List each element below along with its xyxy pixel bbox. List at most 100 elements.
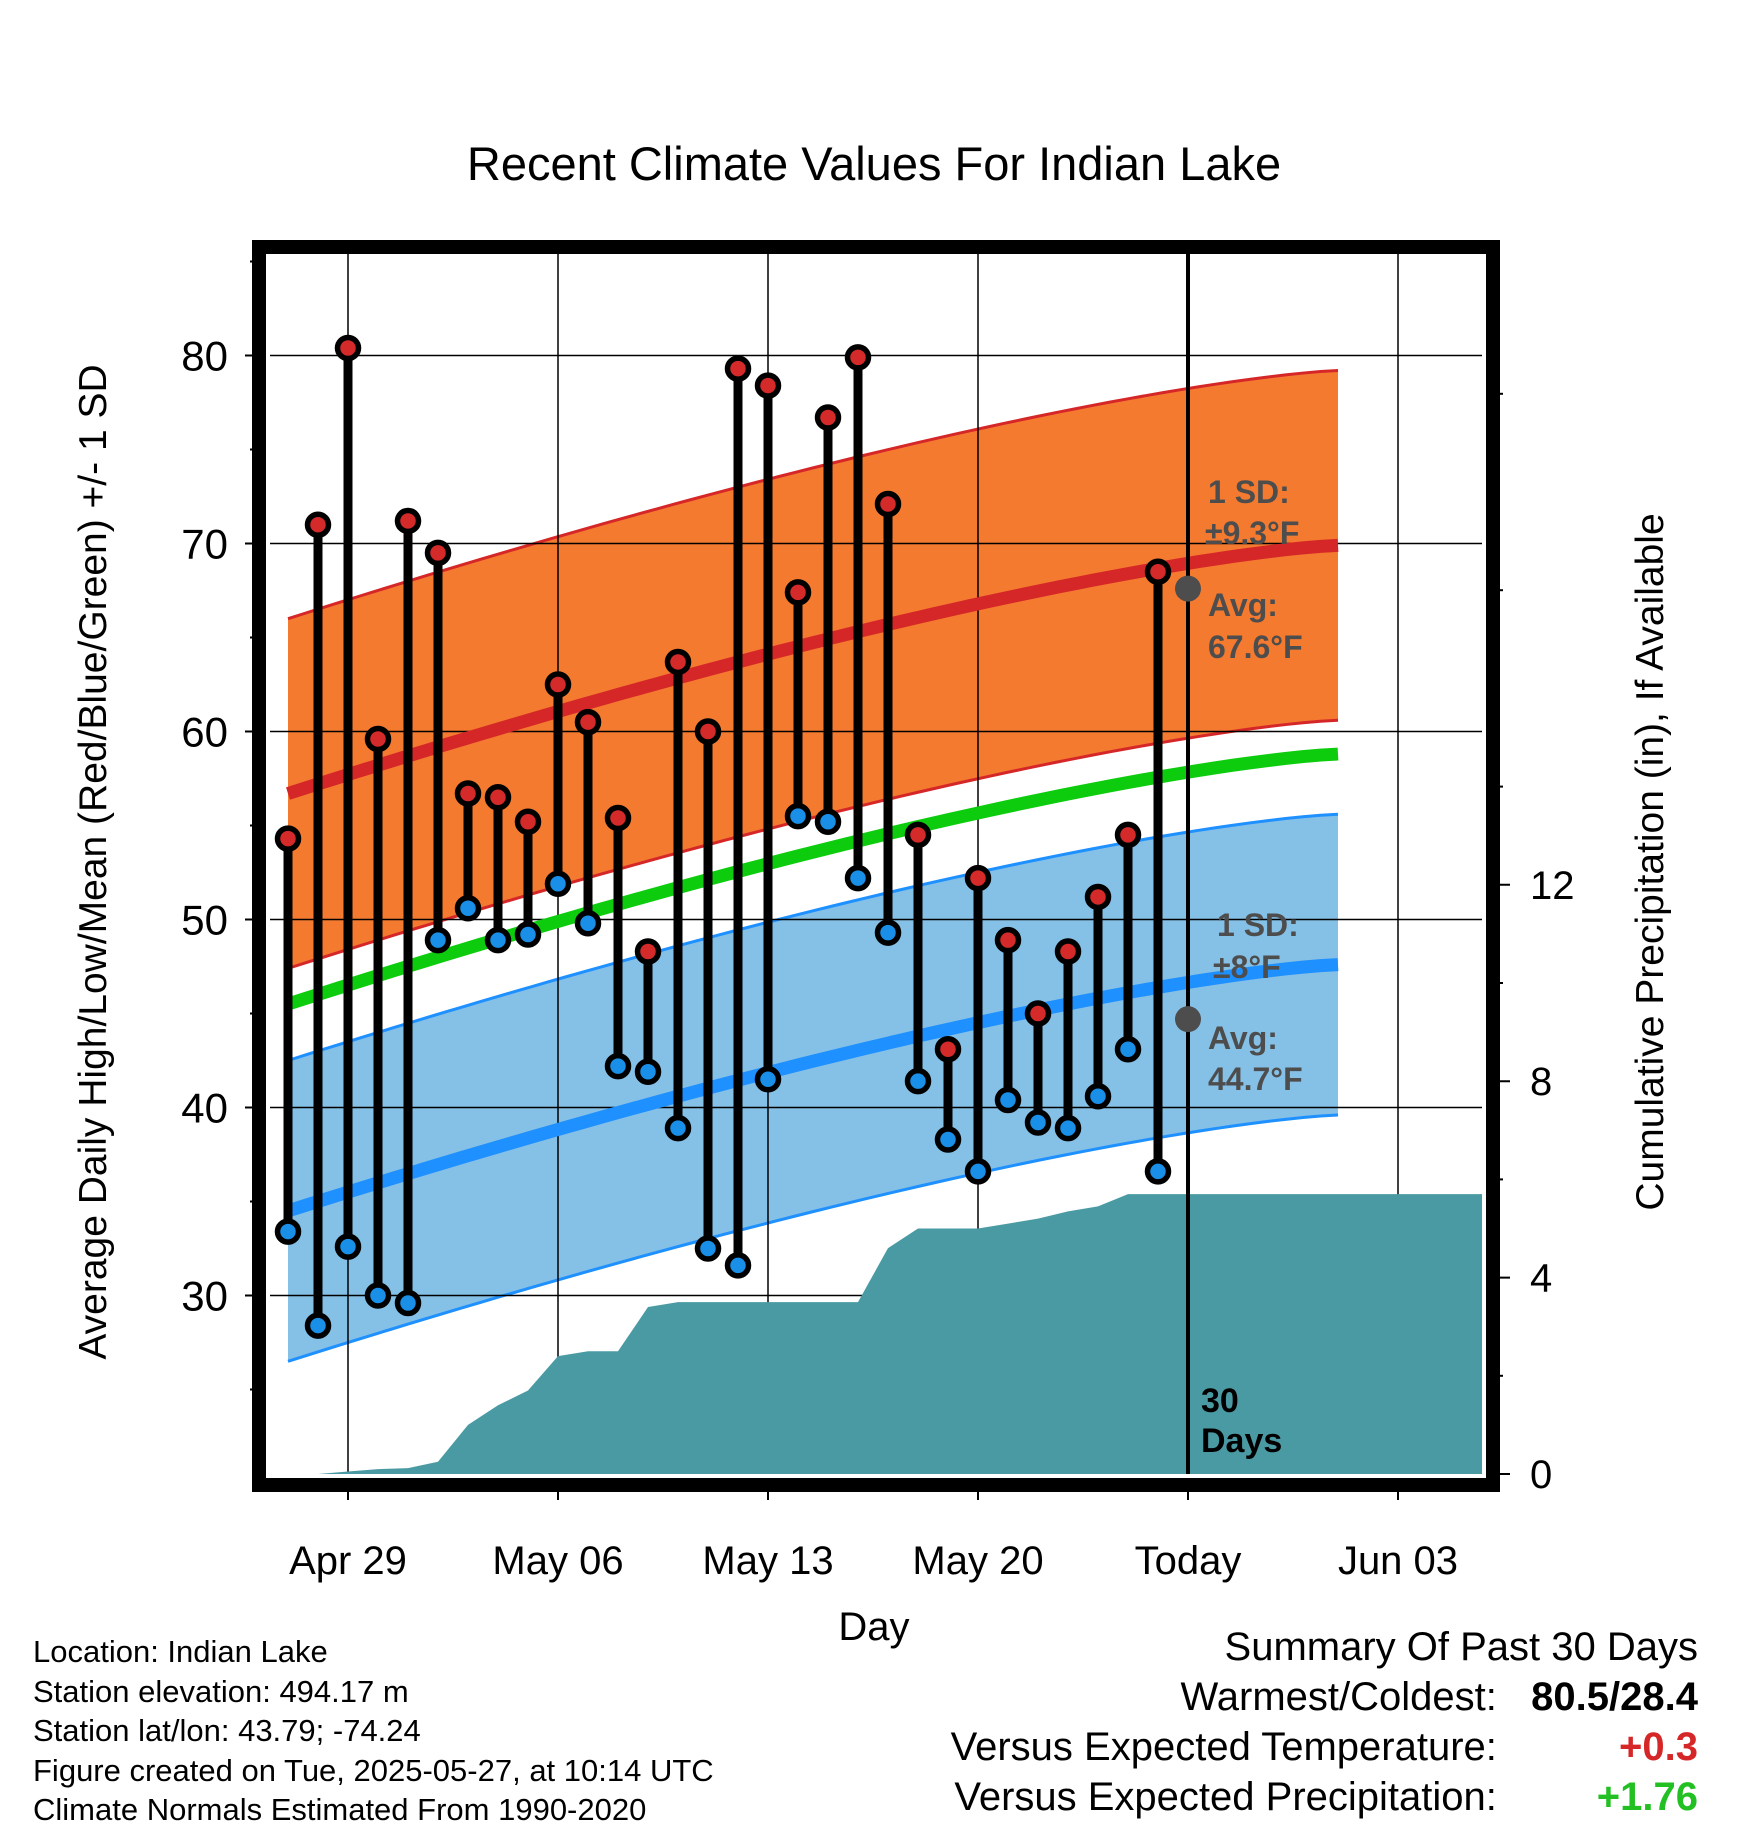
daily-bar-group <box>754 372 782 1093</box>
daily-low-point <box>304 1312 332 1339</box>
daily-low-point <box>1114 1035 1142 1063</box>
daily-low-point <box>964 1158 992 1185</box>
created-text: Figure created on Tue, 2025-05-27, at 10… <box>33 1752 714 1788</box>
daily-high-point <box>934 1035 962 1063</box>
daily-low-point <box>1144 1158 1172 1185</box>
low-avg-value: 44.7°F <box>1208 1061 1303 1097</box>
high-sd-band <box>288 370 1338 969</box>
daily-range-bars <box>274 334 1172 1339</box>
y-tick-label: 80 <box>181 333 228 380</box>
daily-bar-group <box>574 708 602 937</box>
daily-low-point <box>844 864 872 892</box>
y2-tick-label: 0 <box>1530 1453 1552 1497</box>
daily-low-point <box>454 894 482 922</box>
chart-title: Recent Climate Values For Indian Lake <box>467 137 1281 190</box>
daily-low-point <box>334 1233 362 1260</box>
y2-tick-label: 12 <box>1530 864 1575 908</box>
daily-high-point <box>544 671 572 698</box>
summary-warm-cold-row: Warmest/Coldest: 80.5/28.4 <box>951 1672 1699 1722</box>
y-axis-title: Average Daily High/Low/Mean (Red/Blue/Gr… <box>72 364 115 1359</box>
station-metadata: Location: Indian Lake Station elevation:… <box>33 1632 714 1830</box>
x-tick-label: Jun 03 <box>1338 1539 1458 1583</box>
daily-high-point <box>814 404 842 431</box>
y-tick-label: 50 <box>181 897 228 944</box>
today-high-avg-point <box>1175 575 1201 602</box>
high-avg-label: Avg: <box>1208 587 1278 623</box>
daily-bar-group <box>1054 938 1082 1142</box>
daily-low-point <box>934 1126 962 1153</box>
x-tick-label: May 20 <box>912 1539 1043 1583</box>
daily-high-point <box>1024 1000 1052 1027</box>
daily-high-point <box>964 864 992 892</box>
daily-bar-group <box>424 539 452 954</box>
x-axis-title: Day <box>838 1605 909 1649</box>
normal-mean-line <box>286 747 1339 1011</box>
high-sd-value: ±9.3°F <box>1205 515 1299 551</box>
x-tick-label: Apr 29 <box>289 1539 407 1583</box>
temp-label: Versus Expected Temperature: <box>950 1725 1497 1769</box>
low-band-lower-edge <box>287 1113 1339 1363</box>
daily-bar-group <box>874 490 902 946</box>
daily-high-point <box>364 725 392 753</box>
daily-high-point <box>994 926 1022 954</box>
latlon-text: Station lat/lon: 43.79; -74.24 <box>33 1713 421 1748</box>
daily-low-point <box>724 1252 752 1279</box>
daily-low-point <box>784 802 812 830</box>
temp-value: +0.3 <box>1619 1725 1698 1769</box>
today-label-days-word: Days <box>1201 1422 1282 1460</box>
daily-low-point <box>484 926 512 954</box>
daily-high-point <box>694 718 722 745</box>
daily-bar-group <box>544 671 572 898</box>
daily-bar-group <box>904 821 932 1095</box>
precipitation-area <box>288 1194 1482 1474</box>
daily-low-point <box>604 1052 632 1080</box>
elevation-text: Station elevation: 494.17 m <box>33 1673 409 1709</box>
today-low-avg-point <box>1175 1006 1201 1033</box>
daily-bar-group <box>814 404 842 835</box>
y2-axis-title: Cumulative Precipitation (in), If Availa… <box>1629 513 1672 1210</box>
daily-low-point <box>1054 1114 1082 1142</box>
low-band-upper-edge <box>287 812 1339 1062</box>
summary-title: Summary Of Past 30 Days <box>1224 1625 1698 1669</box>
daily-low-point <box>874 919 902 946</box>
low-sd-value: ±8°F <box>1213 949 1281 985</box>
daily-high-point <box>1054 938 1082 965</box>
daily-bar-group <box>724 355 752 1279</box>
y-tick-label: 30 <box>181 1273 228 1320</box>
daily-high-point <box>634 938 662 965</box>
daily-high-point <box>664 648 692 676</box>
daily-bar-group <box>364 725 392 1309</box>
daily-bar-group <box>454 780 482 922</box>
low-sd-label: 1 SD: <box>1217 907 1299 943</box>
daily-high-point <box>424 539 452 567</box>
daily-high-point <box>484 784 512 811</box>
daily-high-point <box>304 511 332 538</box>
daily-high-point <box>844 344 872 371</box>
low-avg-label: Avg: <box>1208 1020 1278 1056</box>
daily-bar-group <box>394 507 422 1317</box>
daily-low-point <box>544 870 572 898</box>
summary-panel: Summary Of Past 30 Days Warmest/Coldest:… <box>951 1622 1698 1822</box>
daily-bar-group <box>274 825 302 1245</box>
y-tick-label: 60 <box>181 709 228 756</box>
daily-low-point <box>814 808 842 835</box>
daily-bar-group <box>844 344 872 892</box>
daily-bar-group <box>994 926 1022 1114</box>
high-band-upper-edge <box>287 369 1339 621</box>
daily-low-point <box>754 1066 782 1093</box>
summary-precip-row: Versus Expected Precipitation: +1.76 <box>951 1772 1698 1822</box>
daily-low-point <box>364 1282 392 1309</box>
normal-low-line <box>286 958 1339 1218</box>
x-tick-label: May 06 <box>492 1539 623 1583</box>
daily-low-point <box>394 1289 422 1317</box>
daily-low-point <box>1024 1109 1052 1136</box>
daily-low-point <box>634 1058 662 1086</box>
location-text: Location: Indian Lake <box>33 1634 328 1669</box>
plot-frame <box>252 240 1500 1492</box>
x-tick-label: May 13 <box>702 1539 833 1583</box>
daily-bar-group <box>784 579 812 830</box>
daily-high-point <box>724 355 752 382</box>
daily-high-point <box>574 708 602 736</box>
daily-high-point <box>1144 558 1172 585</box>
